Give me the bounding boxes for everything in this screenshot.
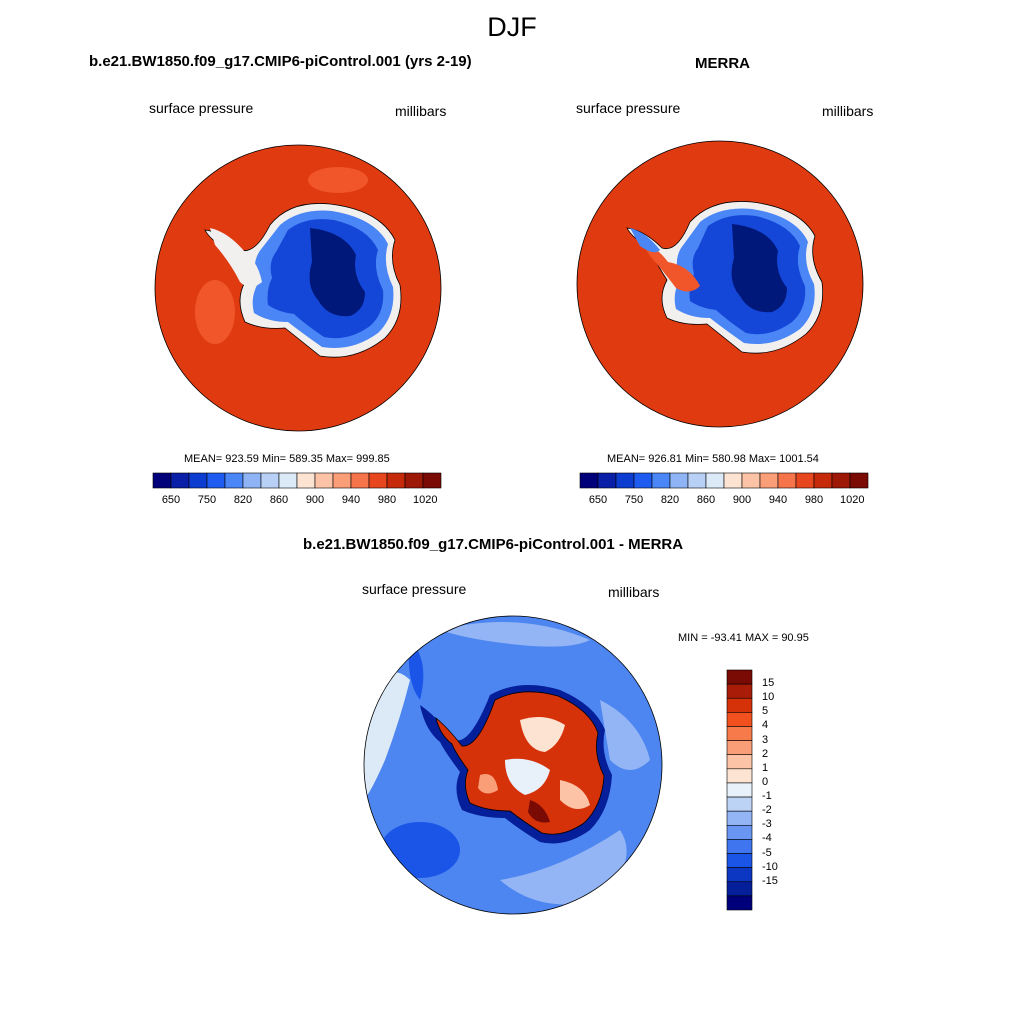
colorbar-swatch: [726, 740, 753, 756]
colorbar-swatch: [726, 768, 753, 784]
panel-2-units-label: millibars: [822, 103, 874, 119]
panel-3-title: b.e21.BW1850.f09_g17.CMIP6-piControl.001…: [303, 536, 684, 553]
colorbar-tick-label: 3: [762, 733, 769, 746]
colorbar-swatch: [726, 796, 753, 812]
colorbar-tick-label: 650: [161, 494, 181, 506]
colorbar-tick-label: -15: [762, 874, 778, 887]
colorbar-tick-label: 15: [762, 677, 775, 690]
colorbar-tick-label: 4: [762, 719, 769, 732]
colorbar-tick-label: 940: [341, 494, 361, 506]
colorbar-swatch: [422, 472, 442, 489]
colorbar-swatch: [726, 782, 753, 798]
colorbar-tick-label: 0: [762, 775, 769, 788]
panel-3-stats: MIN = -93.41 MAX = 90.95: [678, 632, 809, 644]
colorbar-tick-label: 750: [197, 494, 217, 506]
colorbar-tick-label: 980: [804, 494, 824, 506]
colorbar-swatch: [726, 824, 753, 840]
panel-3-colorbar: [726, 669, 753, 911]
panel-1-stats: MEAN= 923.59 Min= 589.35 Max= 999.85: [184, 453, 390, 465]
colorbar-tick-label: 820: [233, 494, 253, 506]
colorbar-swatch: [726, 895, 753, 911]
colorbar-tick-label: -4: [762, 832, 772, 845]
panel-3-variable-label: surface pressure: [362, 581, 467, 597]
panel-2-colorbar: [579, 472, 869, 489]
panel-2-stats: MEAN= 926.81 Min= 580.98 Max= 1001.54: [607, 453, 819, 465]
colorbar-tick-label: 750: [624, 494, 644, 506]
colorbar-tick-label: 980: [377, 494, 397, 506]
colorbar-tick-label: 10: [762, 691, 775, 704]
panel-3-units-label: millibars: [608, 584, 660, 600]
colorbar-swatch: [849, 472, 869, 489]
colorbar-tick-label: 860: [269, 494, 289, 506]
colorbar-tick-label: 1: [762, 761, 769, 774]
colorbar-tick-label: 1020: [413, 494, 438, 506]
panel-2-variable-label: surface pressure: [576, 100, 681, 116]
colorbar-swatch: [726, 839, 753, 854]
panel-1-title: b.e21.BW1850.f09_g17.CMIP6-piControl.001…: [89, 53, 472, 70]
colorbar-swatch: [726, 754, 753, 770]
colorbar-swatch: [726, 697, 753, 713]
panel-1-variable-label: surface pressure: [149, 100, 254, 116]
panel-1-units-label: millibars: [395, 103, 447, 119]
colorbar-swatch: [726, 712, 753, 727]
colorbar-swatch: [726, 726, 753, 741]
page-title: DJF: [487, 12, 537, 42]
colorbar-swatch: [726, 881, 753, 897]
colorbar-tick-label: 1020: [840, 494, 865, 506]
colorbar-swatch: [726, 810, 753, 826]
colorbar-tick-label: 2: [762, 747, 769, 760]
colorbar-tick-label: -2: [762, 804, 772, 817]
colorbar-swatch: [726, 683, 753, 699]
colorbar-tick-label: 900: [732, 494, 752, 506]
colorbar-tick-label: -3: [762, 818, 772, 831]
colorbar-tick-label: 650: [588, 494, 608, 506]
colorbar-tick-label: 860: [696, 494, 716, 506]
colorbar-tick-label: -5: [762, 846, 772, 859]
colorbar-tick-label: 5: [762, 705, 769, 718]
panel-2-title: MERRA: [695, 55, 750, 72]
colorbar-swatch: [726, 853, 753, 868]
colorbar-tick-label: -1: [762, 790, 772, 803]
colorbar-tick-label: 820: [660, 494, 680, 506]
colorbar-tick-label: 940: [768, 494, 788, 506]
panel-1-colorbar: [152, 472, 442, 489]
colorbar-swatch: [726, 669, 753, 685]
colorbar-tick-label: 900: [305, 494, 325, 506]
colorbar-swatch: [726, 867, 753, 883]
colorbar-tick-label: -10: [762, 860, 778, 873]
